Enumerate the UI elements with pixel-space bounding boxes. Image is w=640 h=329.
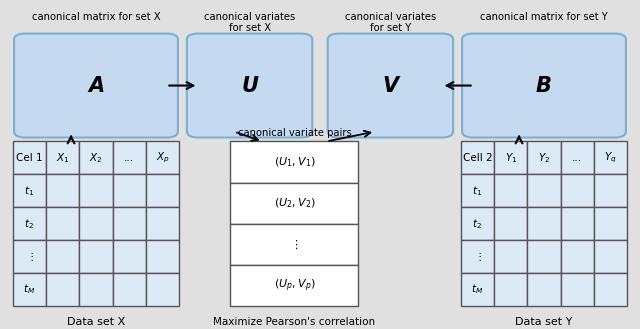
Bar (461, 273, 494, 306)
Bar (461, 174, 494, 207)
Bar (113, 174, 146, 207)
Text: Data set Y: Data set Y (515, 317, 573, 327)
Text: canonical variates
for set Y: canonical variates for set Y (345, 12, 436, 33)
Bar (13, 207, 46, 240)
Text: canonical variates
for set X: canonical variates for set X (204, 12, 295, 33)
Bar (79, 207, 113, 240)
Bar (494, 207, 527, 240)
Text: $(U_p,V_p)$: $(U_p,V_p)$ (273, 277, 316, 293)
Bar (46, 174, 79, 207)
Bar (46, 273, 79, 306)
Bar (79, 240, 113, 273)
FancyBboxPatch shape (328, 34, 453, 138)
Bar (594, 174, 627, 207)
Bar (594, 141, 627, 174)
Bar (13, 273, 46, 306)
Bar (46, 207, 79, 240)
Bar (113, 240, 146, 273)
Text: $X_2$: $X_2$ (90, 151, 102, 165)
Text: canonical variate pairs: canonical variate pairs (237, 128, 351, 138)
Bar (527, 141, 561, 174)
Text: $Y_2$: $Y_2$ (538, 151, 550, 165)
Text: canonical matrix for set X: canonical matrix for set X (32, 12, 160, 21)
Bar (561, 174, 594, 207)
FancyBboxPatch shape (14, 34, 178, 138)
Bar (79, 141, 113, 174)
Text: A: A (88, 76, 104, 95)
Text: $X_1$: $X_1$ (56, 151, 70, 165)
Text: $\vdots$: $\vdots$ (291, 238, 298, 251)
FancyBboxPatch shape (187, 34, 312, 138)
Text: $\vdots$: $\vdots$ (26, 250, 33, 263)
Text: $t_M$: $t_M$ (472, 283, 483, 296)
Bar (561, 141, 594, 174)
Text: B: B (536, 76, 552, 95)
Bar (146, 141, 179, 174)
Bar (527, 174, 561, 207)
Text: $t_2$: $t_2$ (24, 217, 35, 231)
Bar (13, 174, 46, 207)
Bar (113, 141, 146, 174)
Text: $t_1$: $t_1$ (472, 184, 483, 198)
Text: Maximize Pearson's correlation
(canonical correlation): Maximize Pearson's correlation (canonica… (213, 317, 376, 329)
Bar (146, 240, 179, 273)
Text: $t_1$: $t_1$ (24, 184, 35, 198)
Bar (494, 141, 527, 174)
Bar (146, 273, 179, 306)
Text: Data set X: Data set X (67, 317, 125, 327)
Text: $(U_2,V_2)$: $(U_2,V_2)$ (273, 196, 316, 210)
Bar (113, 207, 146, 240)
Text: V: V (382, 76, 399, 95)
Bar (146, 174, 179, 207)
Bar (594, 240, 627, 273)
Text: $\vdots$: $\vdots$ (474, 250, 481, 263)
Text: ...: ... (572, 153, 582, 163)
Text: $(U_1,V_1)$: $(U_1,V_1)$ (273, 155, 316, 169)
Bar (461, 207, 494, 240)
Bar (113, 273, 146, 306)
Bar (79, 174, 113, 207)
Bar (494, 174, 527, 207)
Bar (461, 141, 494, 174)
Bar (594, 273, 627, 306)
Bar (594, 207, 627, 240)
Text: Cel 1: Cel 1 (16, 153, 43, 163)
Text: $Y_q$: $Y_q$ (604, 151, 617, 165)
Bar (527, 273, 561, 306)
Bar (146, 207, 179, 240)
Text: canonical matrix for set Y: canonical matrix for set Y (480, 12, 608, 21)
Bar (561, 207, 594, 240)
Bar (527, 207, 561, 240)
Bar (13, 240, 46, 273)
Bar (494, 273, 527, 306)
Bar (561, 273, 594, 306)
Bar (230, 265, 358, 306)
Bar (46, 141, 79, 174)
Bar (230, 224, 358, 265)
Bar (461, 240, 494, 273)
Bar (230, 183, 358, 224)
Bar (13, 141, 46, 174)
Text: ...: ... (124, 153, 134, 163)
Text: Cell 2: Cell 2 (463, 153, 492, 163)
Text: U: U (241, 76, 258, 95)
Text: $Y_1$: $Y_1$ (504, 151, 517, 165)
Bar (561, 240, 594, 273)
FancyBboxPatch shape (462, 34, 626, 138)
Bar (494, 240, 527, 273)
Text: $t_M$: $t_M$ (24, 283, 35, 296)
Text: $X_p$: $X_p$ (156, 151, 170, 165)
Bar (46, 240, 79, 273)
Text: $t_2$: $t_2$ (472, 217, 483, 231)
Bar (79, 273, 113, 306)
Bar (527, 240, 561, 273)
Bar (230, 141, 358, 183)
